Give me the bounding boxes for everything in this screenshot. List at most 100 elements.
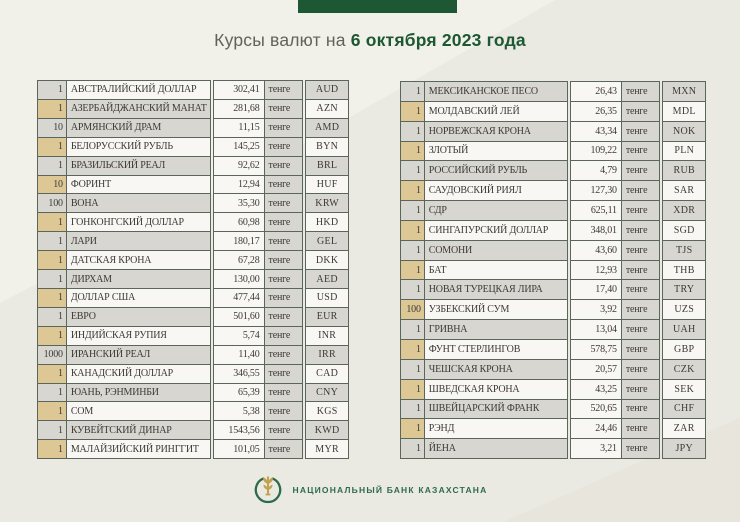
unit-cell: тенге — [263, 269, 304, 289]
qty-cell: 1 — [400, 418, 425, 440]
currency-name-cell: ДОЛЛАР США — [65, 287, 211, 308]
rate-row: 1 ЙЕНА 3,21 тенге JPY — [400, 438, 706, 460]
rate-value-cell: 130,00 — [212, 269, 265, 289]
currency-code-cell: CZK — [662, 358, 706, 380]
qty-cell: 1 — [37, 212, 67, 233]
rate-row: 1 ГОНКОНГСКИЙ ДОЛЛАР 60,98 тенге HKD — [37, 212, 349, 233]
rate-row: 1 КУВЕЙТСКИЙ ДИНАР 1543,56 тенге KWD — [37, 420, 349, 441]
currency-code-cell: RUB — [662, 160, 706, 182]
unit-cell: тенге — [620, 398, 661, 420]
currency-code-cell: SEK — [662, 378, 706, 400]
page-title: Курсы валют на 6 октября 2023 года — [0, 30, 740, 51]
qty-cell: 100 — [400, 299, 425, 321]
currency-code-cell: MYR — [305, 439, 349, 460]
rate-row: 1 ЛАРИ 180,17 тенге GEL — [37, 231, 349, 252]
currency-name-cell: МОЛДАВСКИЙ ЛЕЙ — [423, 100, 569, 122]
currency-name-cell: ФОРИНТ — [65, 174, 211, 195]
rate-row: 1 ЕВРО 501,60 тенге EUR — [37, 306, 349, 327]
qty-cell: 1 — [400, 200, 425, 221]
qty-cell: 1 — [37, 439, 67, 460]
rate-row: 100 УЗБЕКСКИЙ СУМ 3,92 тенге UZS — [400, 299, 706, 321]
rate-value-cell: 65,39 — [212, 382, 265, 403]
rate-row: 1 МЕКСИКАНСКОЕ ПЕСО 26,43 тенге MXN — [400, 81, 706, 102]
unit-cell: тенге — [263, 193, 304, 214]
unit-cell: тенге — [620, 160, 661, 182]
qty-cell: 1 — [400, 279, 425, 301]
unit-cell: тенге — [263, 344, 304, 365]
unit-cell: тенге — [263, 155, 304, 176]
rate-row: 1 САУДОВСКИЙ РИЯЛ 127,30 тенге SAR — [400, 180, 706, 202]
currency-name-cell: ИРАНСКИЙ РЕАЛ — [65, 344, 211, 365]
unit-cell: тенге — [620, 81, 661, 102]
rate-value-cell: 1543,56 — [212, 420, 265, 441]
qty-cell: 1 — [400, 338, 425, 360]
currency-name-cell: БРАЗИЛЬСКИЙ РЕАЛ — [65, 155, 211, 176]
unit-cell: тенге — [263, 382, 304, 403]
currency-name-cell: САУДОВСКИЙ РИЯЛ — [423, 180, 569, 202]
rate-value-cell: 60,98 — [212, 212, 265, 233]
bank-name: НАЦИОНАЛЬНЫЙ БАНК КАЗАХСТАНА — [292, 485, 488, 495]
currency-code-cell: PLN — [662, 140, 706, 162]
bank-logo-icon — [254, 476, 281, 504]
currency-code-cell: CHF — [662, 398, 706, 420]
rate-value-cell: 101,05 — [212, 439, 265, 460]
rate-value-cell: 17,40 — [570, 279, 622, 301]
currency-name-cell: ФУНТ СТЕРЛИНГОВ — [423, 338, 569, 360]
qty-cell: 1 — [400, 219, 425, 241]
rate-value-cell: 12,94 — [212, 174, 265, 195]
rate-row: 1 АВСТРАЛИЙСКИЙ ДОЛЛАР 302,41 тенге AUD — [37, 80, 349, 100]
currency-code-cell: AUD — [305, 80, 349, 100]
rate-value-cell: 20,57 — [570, 358, 622, 380]
unit-cell: тенге — [620, 140, 661, 162]
qty-cell: 1 — [37, 155, 67, 176]
unit-cell: тенге — [620, 239, 661, 261]
rate-row: 1 СДР 625,11 тенге XDR — [400, 200, 706, 221]
rate-value-cell: 302,41 — [212, 80, 265, 100]
currency-code-cell: EUR — [305, 306, 349, 327]
unit-cell: тенге — [620, 438, 661, 460]
unit-cell: тенге — [263, 287, 304, 308]
currency-name-cell: АРМЯНСКИЙ ДРАМ — [65, 117, 211, 138]
unit-cell: тенге — [263, 363, 304, 384]
rate-row: 1 ЮАНЬ, РЭНМИНБИ 65,39 тенге CNY — [37, 382, 349, 403]
currency-code-cell: ZAR — [662, 418, 706, 440]
rate-row: 1 ИНДИЙСКАЯ РУПИЯ 5,74 тенге INR — [37, 325, 349, 346]
currency-name-cell: БЕЛОРУССКИЙ РУБЛЬ — [65, 136, 211, 157]
rate-row: 10 ФОРИНТ 12,94 тенге HUF — [37, 174, 349, 195]
rate-value-cell: 3,92 — [570, 299, 622, 321]
rate-row: 1 ЧЕШСКАЯ КРОНА 20,57 тенге CZK — [400, 358, 706, 380]
rate-row: 1 НОРВЕЖСКАЯ КРОНА 43,34 тенге NOK — [400, 120, 706, 142]
unit-cell: тенге — [620, 219, 661, 241]
rate-row: 1 РОССИЙСКИЙ РУБЛЬ 4,79 тенге RUB — [400, 160, 706, 182]
currency-code-cell: MDL — [662, 100, 706, 122]
rate-row: 1 БРАЗИЛЬСКИЙ РЕАЛ 92,62 тенге BRL — [37, 155, 349, 176]
rate-row: 1 НОВАЯ ТУРЕЦКАЯ ЛИРА 17,40 тенге TRY — [400, 279, 706, 301]
rate-value-cell: 43,25 — [570, 378, 622, 400]
currency-name-cell: ЛАРИ — [65, 231, 211, 252]
unit-cell: тенге — [263, 212, 304, 233]
unit-cell: тенге — [263, 117, 304, 138]
currency-code-cell: HUF — [305, 174, 349, 195]
rate-row: 1 СОМ 5,38 тенге KGS — [37, 401, 349, 422]
currency-code-cell: GEL — [305, 231, 349, 252]
rate-row: 1 СИНГАПУРСКИЙ ДОЛЛАР 348,01 тенге SGD — [400, 219, 706, 241]
unit-cell: тенге — [263, 98, 304, 119]
rate-row: 1 СОМОНИ 43,60 тенге TJS — [400, 239, 706, 261]
rate-row: 10 АРМЯНСКИЙ ДРАМ 11,15 тенге AMD — [37, 117, 349, 138]
rate-value-cell: 281,68 — [212, 98, 265, 119]
qty-cell: 1 — [37, 363, 67, 384]
unit-cell: тенге — [263, 250, 304, 271]
unit-cell: тенге — [620, 418, 661, 440]
qty-cell: 1 — [400, 160, 425, 182]
currency-code-cell: NOK — [662, 120, 706, 142]
currency-name-cell: НОРВЕЖСКАЯ КРОНА — [423, 120, 569, 142]
qty-cell: 1 — [400, 398, 425, 420]
unit-cell: тенге — [620, 279, 661, 301]
currency-code-cell: UZS — [662, 299, 706, 321]
rate-value-cell: 67,28 — [212, 250, 265, 271]
rate-value-cell: 13,04 — [570, 319, 622, 340]
rate-value-cell: 5,74 — [212, 325, 265, 346]
currency-name-cell: СОМОНИ — [423, 239, 569, 261]
qty-cell: 1 — [37, 269, 67, 289]
currency-name-cell: ГОНКОНГСКИЙ ДОЛЛАР — [65, 212, 211, 233]
